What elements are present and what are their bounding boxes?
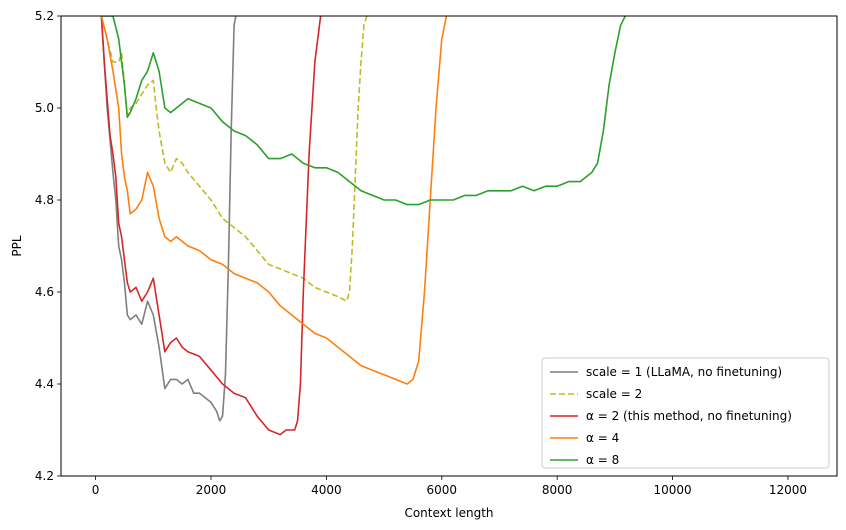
x-axis-label: Context length <box>404 506 493 520</box>
legend-label-0: scale = 1 (LLaMA, no finetuning) <box>586 365 782 379</box>
plot-frame <box>60 15 838 477</box>
y-tick-label: 5.0 <box>35 101 54 115</box>
x-axis-ticks: 0 2000 4000 6000 8000 10000 12000 <box>92 476 807 497</box>
series-line-4 <box>101 16 626 206</box>
series-layer <box>100 16 626 436</box>
legend-box <box>541 357 830 469</box>
series-line-1 <box>100 16 368 302</box>
y-tick-label: 4.4 <box>35 377 54 391</box>
legend-label-4: α = 8 <box>586 453 619 467</box>
x-tick-label: 8000 <box>542 483 573 497</box>
y-axis-ticks: 4.2 4.4 4.6 4.8 5.0 5.2 <box>35 9 61 483</box>
legend-label-2: α = 2 (this method, no finetuning) <box>586 409 792 423</box>
x-tick-label: 4000 <box>311 483 342 497</box>
legend-label-1: scale = 2 <box>586 387 642 401</box>
y-tick-label: 4.8 <box>35 193 54 207</box>
y-tick-label: 5.2 <box>35 9 54 23</box>
x-tick-label: 10000 <box>653 483 691 497</box>
legend-label-3: α = 4 <box>586 431 619 445</box>
series-line-0 <box>100 16 237 422</box>
series-line-2 <box>100 16 322 436</box>
legend: scale = 1 (LLaMA, no finetuning) scale = … <box>541 357 830 469</box>
series-line-3 <box>100 16 448 385</box>
y-tick-label: 4.2 <box>35 469 54 483</box>
x-tick-label: 2000 <box>196 483 227 497</box>
y-tick-label: 4.6 <box>35 285 54 299</box>
x-tick-label: 0 <box>92 483 100 497</box>
y-axis-label: PPL <box>10 235 24 256</box>
x-tick-label: 6000 <box>427 483 458 497</box>
x-tick-label: 12000 <box>769 483 807 497</box>
